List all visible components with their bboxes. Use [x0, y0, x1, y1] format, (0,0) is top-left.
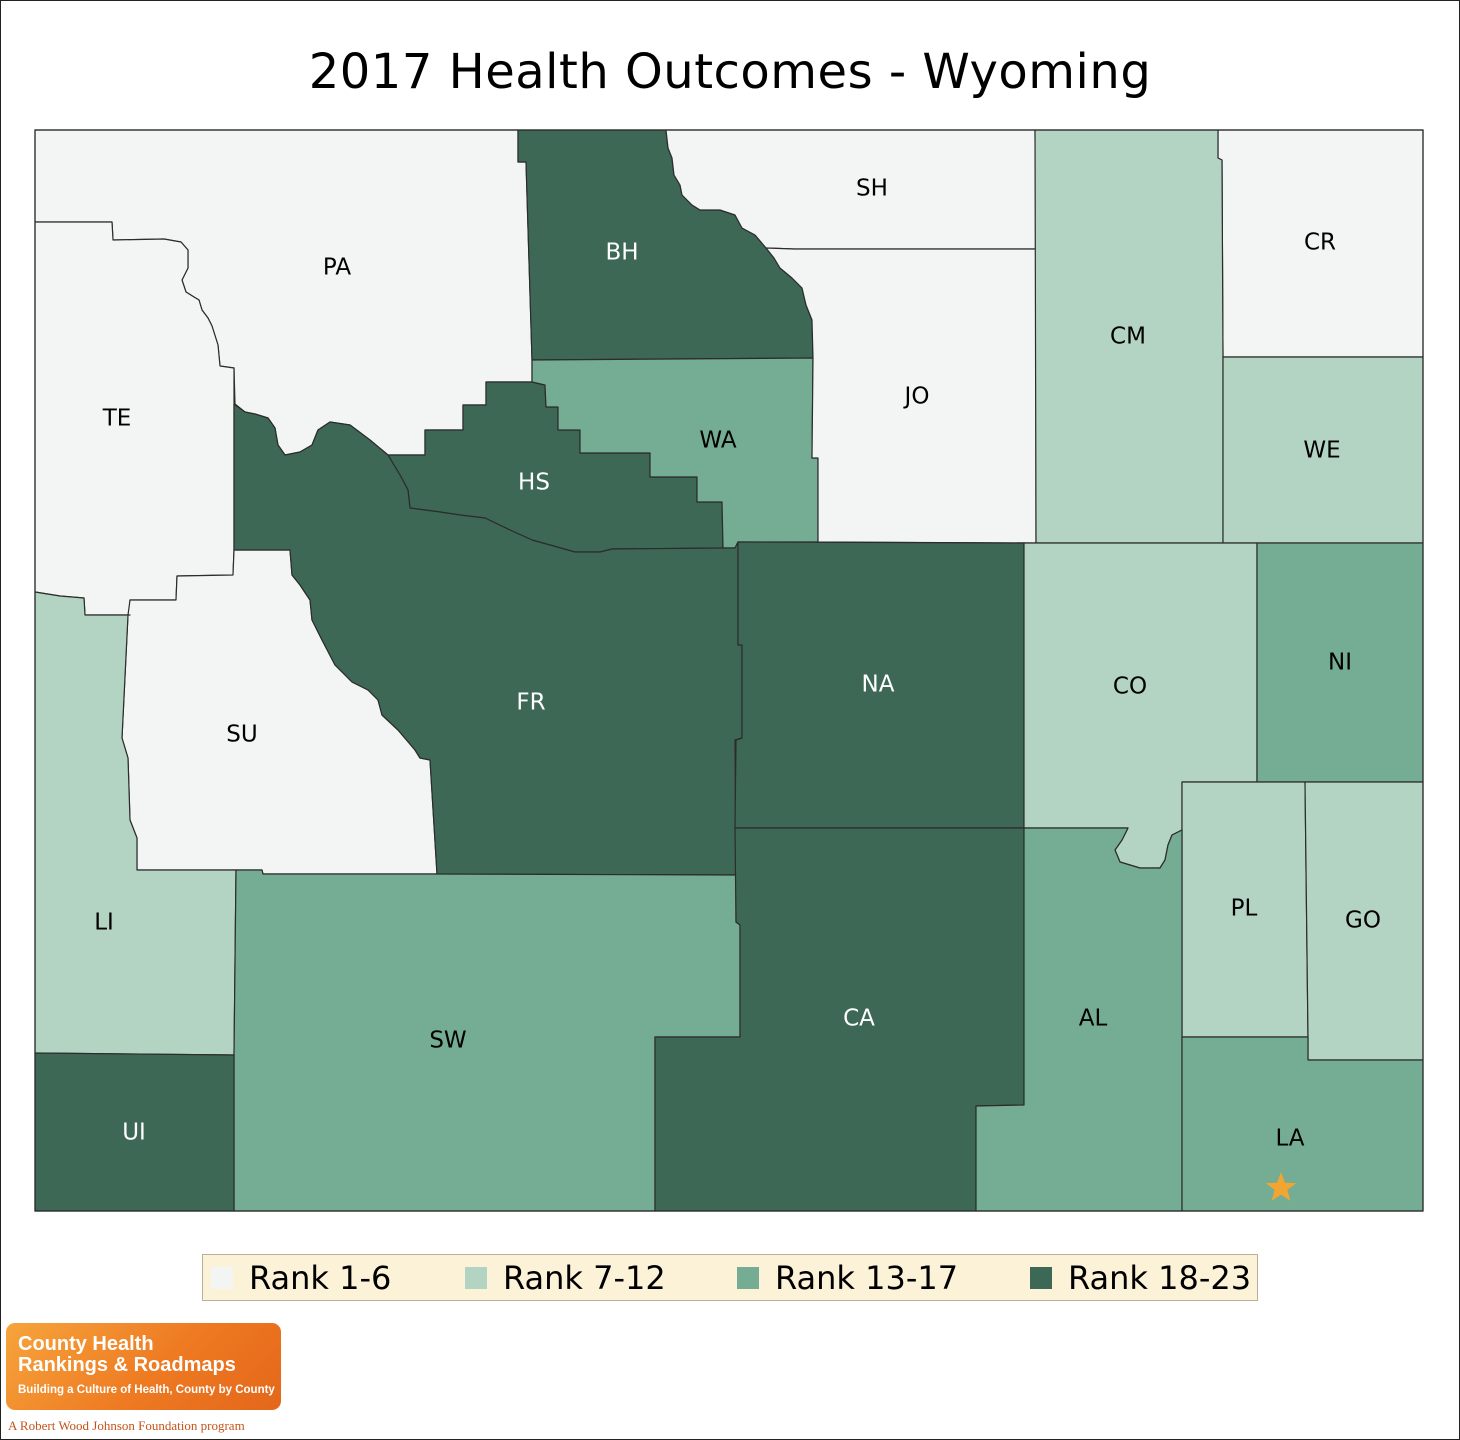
map-title: 2017 Health Outcomes - Wyoming [308, 44, 1152, 100]
legend-swatch [211, 1266, 233, 1289]
legend-label: Rank 1-6 [249, 1258, 392, 1297]
county-label-pa: PA [323, 255, 351, 281]
program-credit: A Robert Wood Johnson Foundation program [8, 1418, 245, 1433]
county-label-ca: CA [843, 1006, 875, 1032]
county-la [1181, 1036, 1424, 1212]
county-label-sw: SW [429, 1028, 466, 1054]
county-label-cr: CR [1304, 230, 1336, 256]
legend-item: Rank 1-6 [211, 1255, 391, 1300]
legend-item: Rank 7-12 [465, 1255, 666, 1300]
county-label-wa: WA [699, 428, 736, 454]
county-label-ni: NI [1328, 650, 1352, 676]
state-outline [34, 129, 1424, 1212]
county-label-bh: BH [605, 240, 638, 266]
county-label-hs: HS [518, 470, 550, 496]
county-label-te: TE [102, 406, 132, 432]
county-label-ui: UI [122, 1120, 146, 1146]
legend-label: Rank 13-17 [775, 1258, 959, 1297]
legend-item: Rank 18-23 [1030, 1255, 1251, 1300]
county-fr [233, 403, 743, 876]
county-label-jo: JO [903, 384, 930, 410]
county-label-su: SU [226, 722, 257, 748]
logo-tagline: Building a Culture of Health, County by … [18, 1384, 275, 1396]
county-label-li: LI [94, 910, 114, 936]
county-health-rankings-logo: County Health Rankings & Roadmaps Buildi… [6, 1323, 281, 1410]
county-label-cm: CM [1110, 324, 1146, 350]
county-label-fr: FR [516, 690, 545, 716]
legend-swatch [1030, 1266, 1052, 1289]
county-al [975, 827, 1183, 1212]
star-icon [1265, 1172, 1297, 1201]
legend-label: Rank 7-12 [503, 1258, 666, 1297]
county-label-na: NA [862, 672, 895, 698]
county-label-go: GO [1345, 908, 1381, 934]
county-label-al: AL [1079, 1006, 1108, 1032]
county-label-sh: SH [856, 176, 888, 202]
legend-item: Rank 13-17 [737, 1255, 958, 1300]
county-label-we: WE [1303, 438, 1340, 464]
logo-line-1: County Health [18, 1333, 154, 1355]
legend-label: Rank 18-23 [1068, 1258, 1252, 1297]
county-label-co: CO [1113, 674, 1147, 700]
legend-swatch [465, 1266, 487, 1289]
logo-line-2: Rankings & Roadmaps [18, 1354, 236, 1376]
county-label-pl: PL [1231, 896, 1258, 922]
legend: Rank 1-6 Rank 7-12 Rank 13-17 Rank 18-23 [202, 1254, 1258, 1301]
legend-swatch [737, 1266, 759, 1289]
county-label-la: LA [1275, 1126, 1304, 1152]
